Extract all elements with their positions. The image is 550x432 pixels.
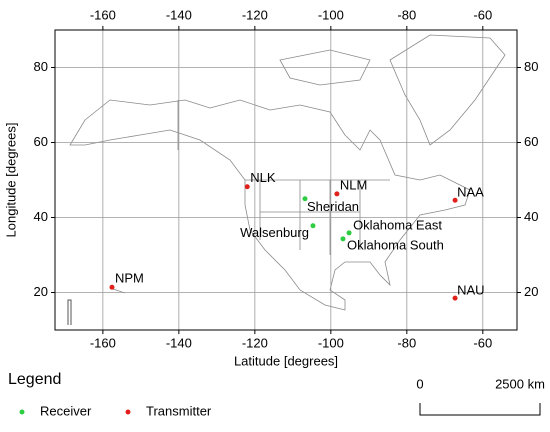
x-tick-label: -80 [397,7,416,22]
station-label: Sheridan [307,199,359,214]
station-label: Oklahoma East [353,217,442,232]
station-point [346,230,352,236]
station-point [244,184,250,190]
station-point [452,295,458,301]
plot-frame [54,29,518,331]
station-point [452,197,458,203]
station-label: NAA [457,185,484,200]
x-tick-label: -160 [90,335,116,350]
mainland-outline [69,99,471,311]
station-label: NLM [340,177,367,192]
x-tick-label: -120 [242,335,268,350]
y-tick-label: 60 [34,134,48,149]
station-label: NLK [250,170,276,185]
x-tick-label: -60 [473,335,492,350]
coastlines [69,34,506,311]
station-point [334,191,340,197]
y-tick-label: 80 [34,59,48,74]
x-tick-label: -120 [242,7,268,22]
y-tick-label: 60 [524,134,538,149]
legend-entry: Transmitter [146,403,212,418]
x-tick-label: -100 [318,335,344,350]
y-tick-label: 20 [34,284,48,299]
legend-marker [19,409,25,415]
scale-label: 2500 km [495,376,545,391]
scale-label: 0 [416,376,423,391]
arctic-islands-outline [279,49,371,86]
x-tick-label: -140 [166,7,192,22]
station-label: NAU [457,283,484,298]
station-point [340,236,346,242]
station-label: NPM [115,271,144,286]
x-tick-label: -80 [397,335,416,350]
x-tick-label: -140 [166,335,192,350]
y-tick-label: 20 [524,284,538,299]
station-label: Oklahoma South [347,237,444,252]
greenland-outline [389,34,506,146]
legend-entry: Receiver [40,403,92,418]
x-tick-label: -160 [90,7,116,22]
y-tick-label: 80 [524,59,538,74]
x-tick-label: -100 [318,7,344,22]
north-arrow [67,299,72,325]
scale-bar [419,403,541,416]
legend-title: Legend [8,371,61,388]
y-tick-label: 40 [34,209,48,224]
y-tick-label: 40 [524,209,538,224]
station-point [302,196,308,202]
legend-marker [125,409,131,415]
station-point [310,223,316,229]
y-axis-label: Longitude [degrees] [3,123,18,238]
x-tick-label: -60 [473,7,492,22]
station-point [109,284,115,290]
station-label: Walsenburg [240,225,309,240]
x-axis-label: Latitude [degrees] [234,353,338,368]
